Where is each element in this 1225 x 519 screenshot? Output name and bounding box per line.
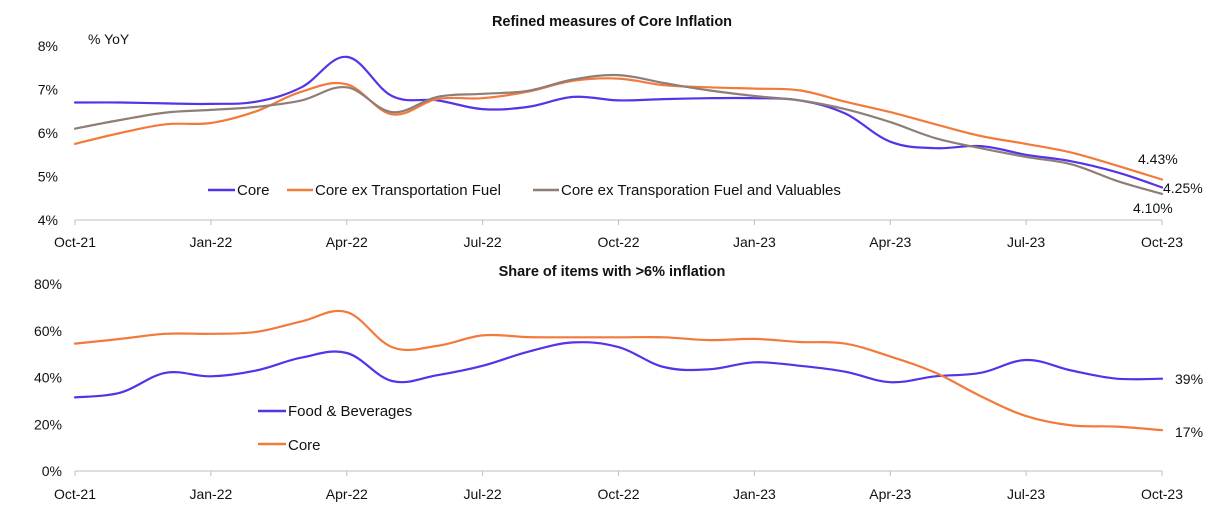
top-y-tick-label: 4% xyxy=(38,212,58,228)
top-x-tick-label: Oct-21 xyxy=(54,234,96,250)
bot-x-tick-label: Apr-22 xyxy=(326,486,368,502)
end-label-food-beverages: 39% xyxy=(1175,371,1203,387)
top-y-tick-label: 7% xyxy=(38,82,58,98)
top-x-tick-label: Apr-23 xyxy=(869,234,911,250)
end-label-core-ex-fuel: 4.43% xyxy=(1138,151,1178,167)
top-y-tick-label: 6% xyxy=(38,125,58,141)
top-series-lines xyxy=(73,55,1164,195)
bot-x-tick-label: Jul-22 xyxy=(464,486,502,502)
series-line-core-ex-transporation-fuel-and-valuables xyxy=(73,73,1164,195)
end-label-core: 4.25% xyxy=(1163,180,1203,196)
top-x-tick-label: Jul-23 xyxy=(1007,234,1045,250)
top-chart-title: Refined measures of Core Inflation xyxy=(492,14,732,30)
bottom-x-axis: Oct-21 Jan-22 Apr-22 Jul-22 Oct-22 Jan-23 Apr-… xyxy=(54,471,1183,502)
bot-y-tick-label: 60% xyxy=(34,323,62,339)
bot-x-tick-label: Jan-23 xyxy=(733,486,776,502)
top-x-axis: Oct-21 Jan-22 Apr-22 Jul-22 Oct-22 Jan-23 Apr-… xyxy=(54,220,1183,250)
bot-y-tick-label: 80% xyxy=(34,276,62,292)
top-x-tick-label: Oct-22 xyxy=(597,234,639,250)
bot-x-tick-label: Apr-23 xyxy=(869,486,911,502)
legend-label-core: Core xyxy=(237,182,270,199)
top-x-tick-label: Oct-23 xyxy=(1141,234,1183,250)
bot-y-tick-label: 20% xyxy=(34,416,62,432)
top-legend: Core Core ex Transportation Fuel Core ex… xyxy=(208,182,841,199)
series-line-core xyxy=(73,55,1164,189)
top-chart: Refined measures of Core Inflation % YoY… xyxy=(38,14,1203,250)
legend-label-core-share: Core xyxy=(288,437,321,454)
legend-label-food-beverages: Food & Beverages xyxy=(288,403,412,420)
series-line-core xyxy=(73,309,1164,432)
series-line-core-ex-transportation-fuel xyxy=(73,77,1164,181)
legend-label-core-ex-fuel: Core ex Transportation Fuel xyxy=(315,182,501,199)
top-x-tick-label: Jul-22 xyxy=(464,234,502,250)
legend-item-core: Core xyxy=(208,182,270,199)
bot-x-tick-label: Oct-22 xyxy=(597,486,639,502)
end-label-core-share: 17% xyxy=(1175,424,1203,440)
series-line-food-beverages xyxy=(73,341,1164,399)
top-y-tick-label: 8% xyxy=(38,38,58,54)
bottom-y-axis: 0% 20% 40% 60% 80% xyxy=(34,276,62,479)
bot-x-tick-label: Oct-23 xyxy=(1141,486,1183,502)
legend-item-core-ex-fuel-valuables: Core ex Transporation Fuel and Valuables xyxy=(533,182,841,199)
bottom-legend: Food & Beverages Core xyxy=(258,403,412,454)
bottom-series-lines xyxy=(73,309,1164,432)
end-label-core-ex-fuel-valuables: 4.10% xyxy=(1133,200,1173,216)
legend-item-food-beverages: Food & Beverages xyxy=(258,403,412,420)
legend-item-core-share: Core xyxy=(258,437,321,454)
legend-item-core-ex-transportation-fuel: Core ex Transportation Fuel xyxy=(287,182,501,199)
bot-y-tick-label: 40% xyxy=(34,370,62,386)
top-y-tick-label: 5% xyxy=(38,169,58,185)
bot-x-tick-label: Oct-21 xyxy=(54,486,96,502)
bottom-chart: Share of items with >6% inflation 0% 20% 4… xyxy=(34,264,1203,502)
legend-label-core-ex-fuel-valuables: Core ex Transporation Fuel and Valuables xyxy=(561,182,841,199)
top-x-tick-label: Apr-22 xyxy=(326,234,368,250)
bot-y-tick-label: 0% xyxy=(42,463,62,479)
bot-x-tick-label: Jul-23 xyxy=(1007,486,1045,502)
bot-x-tick-label: Jan-22 xyxy=(189,486,232,502)
top-chart-unit-label: % YoY xyxy=(88,31,130,47)
top-x-tick-label: Jan-23 xyxy=(733,234,776,250)
top-x-tick-label: Jan-22 xyxy=(189,234,232,250)
bottom-chart-title: Share of items with >6% inflation xyxy=(499,264,726,280)
top-y-axis: 4% 5% 6% 7% 8% xyxy=(38,38,58,228)
